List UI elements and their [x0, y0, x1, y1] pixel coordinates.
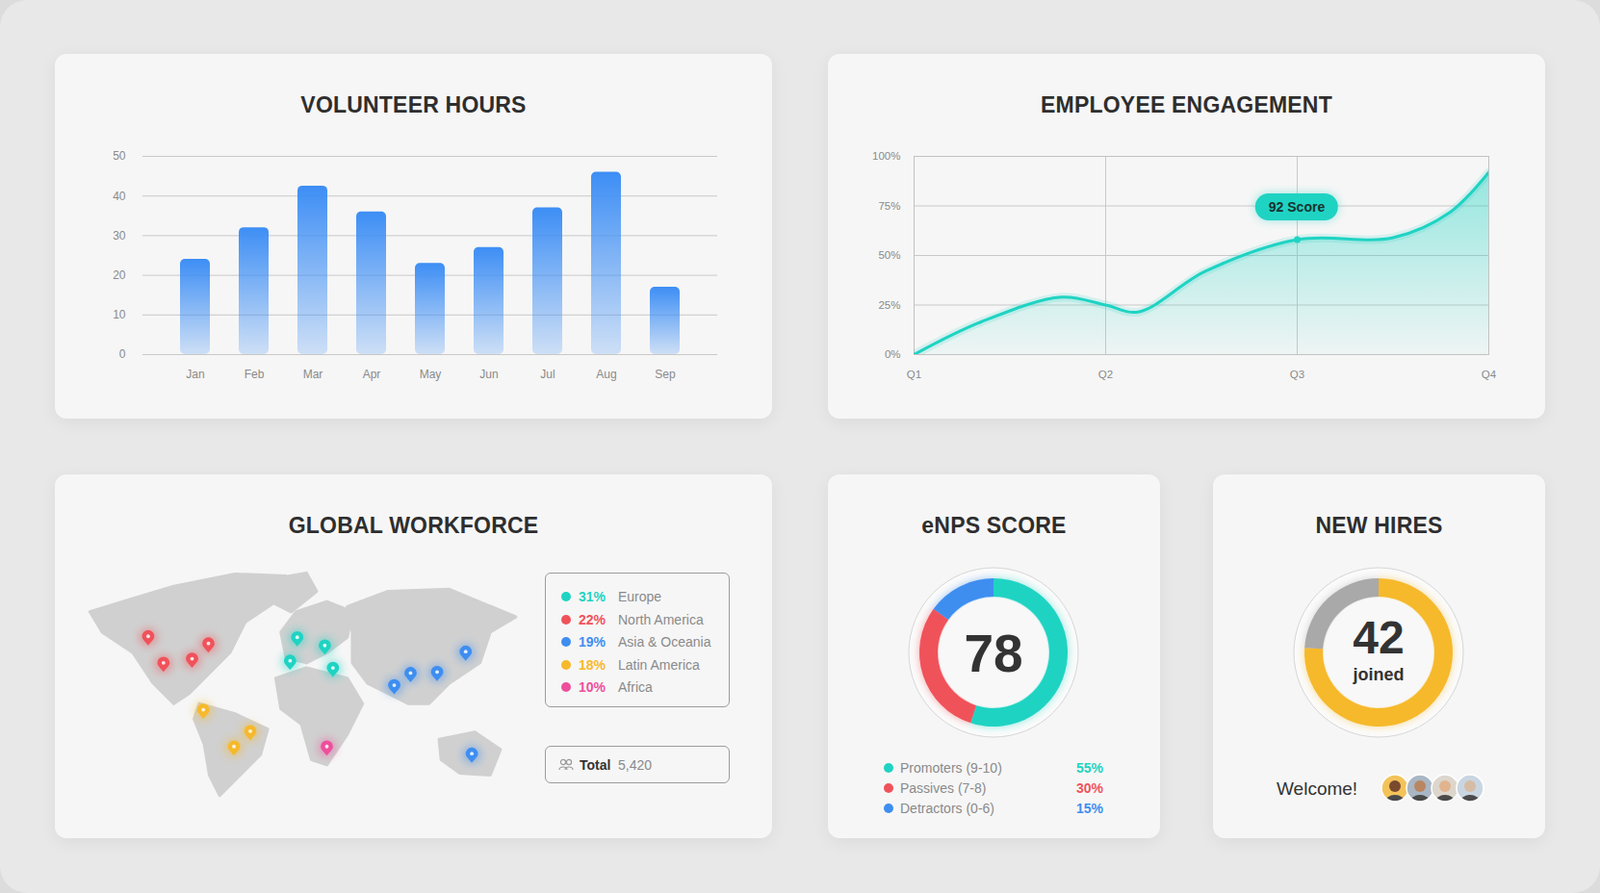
html-text:NEW HIRES: NEW HIRES [1315, 513, 1443, 539]
html-text:Europe: Europe [618, 589, 662, 605]
svg-text:42: 42 [1352, 612, 1404, 664]
svg-text:20: 20 [112, 268, 127, 283]
html-text:Asia & Oceania: Asia & Oceania [618, 634, 711, 650]
svg-text:75%: 75% [877, 200, 901, 212]
svg-text:Q2: Q2 [1098, 368, 1113, 381]
html-text:Latin America: Latin America [618, 657, 700, 673]
svg-text:0%: 0% [884, 348, 902, 361]
svg-text:Passives (7-8): Passives (7-8) [900, 780, 986, 797]
html-text:22%: 22% [578, 612, 606, 628]
svg-text:30%: 30% [1076, 780, 1105, 797]
svg-text:50: 50 [112, 149, 127, 163]
svg-text:30: 30 [112, 229, 127, 243]
svg-text:Aug: Aug [595, 367, 617, 382]
svg-text:50%: 50% [877, 249, 901, 261]
html-text:18%: 18% [578, 657, 606, 673]
svg-text:Jan: Jan [185, 367, 205, 382]
svg-text:0: 0 [119, 347, 127, 362]
svg-text:Q1: Q1 [906, 368, 922, 381]
html-text:19%: 19% [578, 634, 606, 650]
html-text:EMPLOYEE ENGAGEMENT: EMPLOYEE ENGAGEMENT [1040, 92, 1333, 118]
svg-text:Sep: Sep [654, 367, 676, 382]
svg-text:joined: joined [1352, 665, 1405, 685]
svg-text:Q4: Q4 [1481, 368, 1497, 381]
svg-text:Apr: Apr [362, 367, 382, 382]
svg-text:Q3: Q3 [1290, 368, 1305, 381]
svg-text:100%: 100% [872, 150, 901, 162]
html-text:Africa: Africa [618, 679, 653, 696]
svg-text:Jul: Jul [540, 367, 555, 382]
html-text:31%: 31% [578, 589, 606, 605]
html-text:10%: 10% [578, 679, 606, 696]
svg-text:40: 40 [112, 189, 127, 204]
svg-text:78: 78 [963, 623, 1023, 684]
svg-text:Feb: Feb [244, 367, 265, 382]
svg-text:10: 10 [112, 308, 127, 322]
html-text:North America: North America [618, 612, 704, 628]
html-text:eNPS SCORE: eNPS SCORE [921, 513, 1067, 539]
html-text:Total: Total [579, 757, 611, 774]
html-text:5,420: 5,420 [618, 757, 652, 774]
svg-text:Jun: Jun [479, 367, 498, 382]
html-text:92 Score: 92 Score [1268, 198, 1325, 215]
svg-text:Mar: Mar [303, 367, 324, 382]
svg-text:55%: 55% [1076, 760, 1105, 776]
html-text:GLOBAL WORKFORCE: GLOBAL WORKFORCE [288, 513, 539, 539]
svg-text:Promoters (9-10): Promoters (9-10) [900, 760, 1003, 776]
svg-text:25%: 25% [877, 299, 901, 311]
svg-text:Welcome!: Welcome! [1276, 778, 1358, 800]
svg-text:Detractors (0-6): Detractors (0-6) [900, 800, 995, 817]
html-text:VOLUNTEER HOURS: VOLUNTEER HOURS [300, 92, 527, 118]
svg-text:May: May [419, 367, 442, 382]
svg-text:15%: 15% [1076, 800, 1105, 817]
